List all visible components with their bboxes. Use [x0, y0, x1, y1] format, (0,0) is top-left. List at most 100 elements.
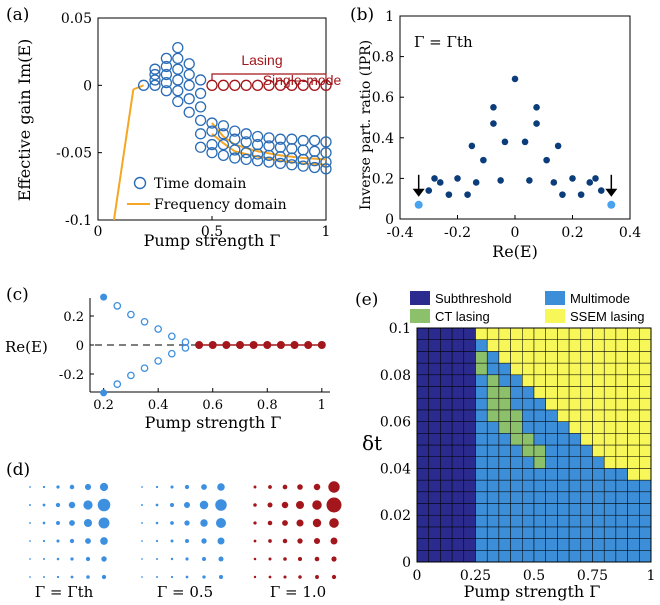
legend-multimode: Multimode — [570, 291, 630, 306]
phase-cell — [580, 351, 593, 364]
phase-cell — [580, 526, 593, 539]
phase-cell — [475, 468, 488, 481]
phase-cell — [639, 444, 652, 457]
phase-cell — [486, 468, 500, 481]
phase-cell — [522, 397, 535, 411]
site-amplitude-dot — [330, 537, 338, 545]
phase-cell — [615, 550, 628, 563]
time-domain-point — [251, 130, 264, 143]
phase-cell — [603, 491, 617, 504]
phase-cell — [498, 550, 511, 563]
phase-cell — [440, 433, 453, 446]
site-amplitude-dot — [185, 557, 189, 561]
site-amplitude-dot — [69, 520, 75, 526]
time-domain-point — [160, 85, 173, 97]
time-domain-point — [240, 128, 252, 140]
site-amplitude-dot — [268, 485, 272, 489]
site-amplitude-dot — [56, 485, 60, 489]
phase-cell — [510, 362, 523, 376]
time-domain-point — [149, 68, 161, 81]
phase-cell — [440, 456, 453, 469]
panel-e-chart: Subthreshold Multimode CT lasing SSEM la… — [362, 289, 655, 601]
time-domain-point — [194, 141, 207, 153]
site-amplitude-dot — [141, 558, 143, 560]
phase-cell — [603, 526, 617, 539]
phase-cell — [639, 514, 652, 528]
phase-cell — [486, 503, 500, 516]
site-amplitude-dot — [315, 575, 319, 579]
phase-cell — [639, 491, 652, 504]
phase-cell — [568, 491, 582, 504]
phase-cell — [603, 479, 617, 493]
panel-e-ytick-label: 0.1 — [389, 321, 411, 337]
phase-cell — [615, 421, 628, 434]
phase-cell — [580, 514, 593, 528]
phase-cell — [639, 503, 652, 516]
phase-cell — [627, 421, 640, 434]
phase-cell — [498, 444, 511, 457]
frequency-domain-line — [112, 89, 135, 221]
phase-cell — [557, 339, 570, 352]
phase-cell — [639, 433, 652, 446]
lasing-point — [320, 79, 332, 91]
lasing-point — [308, 79, 321, 91]
phase-cell — [451, 362, 465, 376]
panel-e-xtick-label: 0.25 — [460, 568, 491, 584]
panel-c-xlabel: Pump strength Γ — [145, 413, 282, 432]
panel-a-ytick-label: -0.05 — [56, 146, 92, 162]
phase-cell — [627, 327, 640, 340]
phase-cell — [603, 386, 617, 399]
phase-cell — [463, 526, 476, 539]
site-amplitude-dot — [282, 484, 288, 490]
phase-cell — [486, 362, 500, 376]
phase-cell — [451, 421, 465, 434]
phase-cell — [498, 339, 511, 352]
site-amplitude-dot — [55, 502, 61, 508]
time-domain-point — [263, 149, 275, 162]
phase-cell — [475, 374, 488, 387]
phase-cell — [463, 397, 476, 411]
phase-cell — [545, 327, 558, 340]
site-amplitude-dot — [156, 558, 158, 560]
ipr-point — [490, 120, 497, 127]
phase-cell — [475, 327, 488, 340]
phase-cell — [440, 397, 453, 411]
ipr-point — [550, 179, 558, 186]
phase-cell — [498, 421, 511, 434]
site-amplitude-dot — [217, 537, 225, 545]
site-amplitude-dot — [169, 502, 175, 508]
panel-e-ytick-label: 0.04 — [380, 461, 411, 477]
phase-cell — [498, 386, 511, 399]
phase-cell — [592, 374, 605, 387]
phase-cell — [416, 491, 429, 504]
phase-cell — [580, 444, 593, 457]
site-amplitude-dot — [29, 486, 31, 488]
site-amplitude-dot — [283, 575, 287, 579]
phase-cell — [627, 491, 640, 504]
phase-cell — [510, 503, 523, 516]
lasing-point — [263, 79, 275, 91]
phase-cell — [580, 456, 593, 469]
phase-cell — [545, 526, 558, 539]
phase-cell — [463, 421, 476, 434]
site-amplitude-dot — [253, 557, 257, 561]
ipr-point — [577, 191, 585, 198]
phase-cell — [486, 479, 500, 493]
panel-label-c: (c) — [6, 285, 29, 305]
panel-b-xlabel: Re(E) — [492, 242, 538, 261]
phase-cell — [533, 339, 546, 352]
phase-cell — [522, 514, 535, 528]
phase-cell — [603, 514, 617, 528]
phase-cell — [498, 479, 511, 493]
site-amplitude-dot — [267, 502, 273, 508]
phase-cell — [603, 468, 617, 481]
panel-e-xtick-label: 0.5 — [523, 568, 545, 584]
phase-cell — [522, 538, 535, 551]
site-amplitude-dot — [184, 484, 190, 490]
phase-cell — [580, 491, 593, 504]
phase-cell — [486, 327, 500, 340]
ipr-point — [569, 175, 576, 182]
site-amplitude-dot — [141, 540, 143, 542]
phase-cell — [416, 444, 429, 457]
phase-cell — [416, 374, 429, 387]
